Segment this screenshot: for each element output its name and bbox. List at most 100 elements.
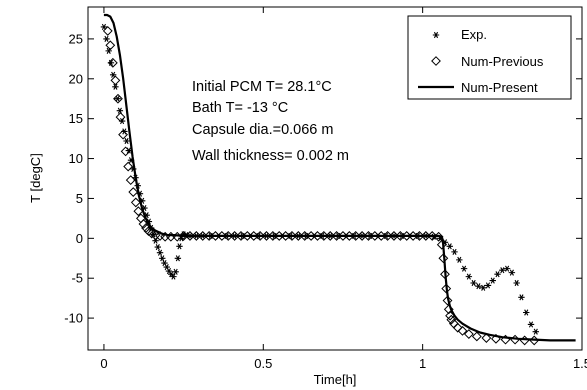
data-point-num-previous — [338, 231, 348, 241]
data-point-num-previous — [325, 231, 336, 241]
data-point-num-previous — [133, 206, 144, 217]
data-point-num-previous — [178, 231, 189, 241]
series-layer — [100, 13, 576, 346]
y-tick-label-1: 20 — [69, 71, 83, 86]
data-point-num-previous — [216, 231, 227, 241]
x-tick-label-2: 1 — [419, 356, 426, 371]
data-point-num-previous — [357, 231, 367, 241]
data-point-num-previous — [376, 231, 387, 241]
data-point-num-previous — [223, 231, 234, 241]
x-axis-label: Time[h] — [314, 372, 357, 387]
data-point-num-previous — [123, 161, 134, 172]
legend-label-exp: Exp. — [461, 27, 487, 42]
series-line-num-present — [103, 13, 576, 342]
annotation-block: Initial PCM T= 28.1°C Bath T= -13 °C Cap… — [192, 79, 349, 164]
data-point-exp — [156, 249, 164, 256]
data-point-num-previous — [463, 329, 474, 339]
data-point-num-previous — [457, 325, 468, 336]
data-point-exp — [451, 248, 458, 255]
data-point-num-previous — [185, 231, 195, 241]
data-point-num-previous — [414, 231, 425, 241]
data-point-num-previous — [274, 231, 285, 241]
series-exp — [100, 23, 539, 335]
data-point-num-previous — [471, 331, 482, 342]
y-tick-label-7: -10 — [64, 311, 83, 326]
data-point-num-previous — [446, 314, 457, 325]
data-point-exp — [503, 265, 511, 272]
data-point-exp — [470, 279, 477, 287]
data-point-num-previous — [229, 231, 240, 241]
data-point-exp — [446, 243, 453, 250]
data-point-num-previous — [130, 197, 141, 208]
x-tick-label-1: 0.5 — [254, 356, 272, 371]
legend-asterisk-marker — [432, 31, 440, 39]
data-point-num-previous — [280, 231, 291, 241]
y-tick-label-2: 15 — [69, 111, 83, 126]
annotation-wall-thickness: Wall thickness= 0.002 m — [192, 148, 349, 164]
data-point-num-previous — [442, 295, 453, 306]
data-point-num-previous — [436, 239, 447, 250]
legend: Exp. Num-Previous Num-Present — [407, 15, 572, 100]
legend-marker-exp — [432, 31, 440, 39]
data-point-num-previous — [261, 231, 272, 241]
data-point-exp — [513, 279, 520, 287]
data-point-num-previous — [102, 26, 113, 36]
data-point-num-previous — [401, 231, 412, 241]
axis-ticks: 0 0.5 1 1.5 25 20 15 10 5 0 -5 -10 — [64, 7, 587, 371]
y-tick-label-4: 5 — [76, 191, 83, 206]
data-point-num-previous — [255, 231, 266, 241]
data-point-num-previous — [210, 231, 221, 241]
data-point-num-previous — [420, 231, 431, 241]
data-point-num-previous — [105, 40, 116, 51]
data-point-exp — [518, 294, 525, 301]
data-point-exp — [116, 107, 124, 114]
legend-marker-num-previous — [431, 56, 441, 66]
y-tick-label-5: 0 — [76, 231, 83, 246]
data-point-num-previous — [299, 231, 310, 241]
data-point-num-previous — [242, 231, 253, 241]
data-point-num-previous — [110, 75, 121, 86]
data-point-num-previous — [452, 322, 463, 333]
annotation-bath-temp: Bath T= -13 °C — [192, 100, 288, 116]
data-point-num-previous — [197, 231, 208, 241]
data-point-num-previous — [438, 253, 449, 264]
data-point-num-previous — [248, 231, 259, 241]
data-point-exp — [456, 256, 463, 263]
data-point-exp — [475, 283, 482, 290]
data-point-num-previous — [107, 57, 118, 68]
data-point-num-previous — [363, 231, 374, 241]
annotation-capsule-diameter: Capsule dia.=0.066 m — [192, 122, 333, 138]
data-point-num-previous — [312, 231, 323, 241]
data-point-num-previous — [408, 231, 418, 241]
data-point-num-previous — [128, 187, 139, 197]
data-point-exp — [103, 35, 110, 42]
data-point-num-previous — [204, 231, 215, 241]
data-point-exp — [460, 265, 468, 272]
data-point-num-previous — [287, 231, 297, 241]
data-point-exp — [154, 244, 161, 251]
series-num-present — [103, 13, 576, 342]
data-point-num-previous — [344, 231, 355, 241]
data-point-exp — [112, 83, 119, 90]
data-point-num-previous — [236, 231, 246, 241]
data-point-num-previous — [293, 231, 304, 241]
data-point-exp — [499, 267, 506, 274]
data-point-num-previous — [382, 231, 393, 241]
data-point-exp — [523, 309, 530, 316]
data-point-exp — [494, 271, 501, 278]
data-point-num-previous — [395, 231, 406, 241]
data-point-exp — [172, 268, 179, 275]
annotation-initial-temp: Initial PCM T= 28.1°C — [192, 79, 332, 95]
y-axis-label: T [degC] — [28, 153, 43, 203]
data-point-exp — [532, 328, 539, 335]
data-point-exp — [480, 284, 487, 291]
y-tick-label-0: 25 — [69, 31, 83, 46]
data-point-num-previous — [318, 231, 329, 241]
data-point-num-previous — [389, 231, 399, 241]
data-point-exp — [123, 137, 130, 145]
data-point-exp — [174, 255, 182, 262]
data-point-num-previous — [115, 112, 126, 122]
x-tick-label-0: 0 — [100, 356, 107, 371]
y-tick-label-6: -5 — [71, 271, 83, 286]
